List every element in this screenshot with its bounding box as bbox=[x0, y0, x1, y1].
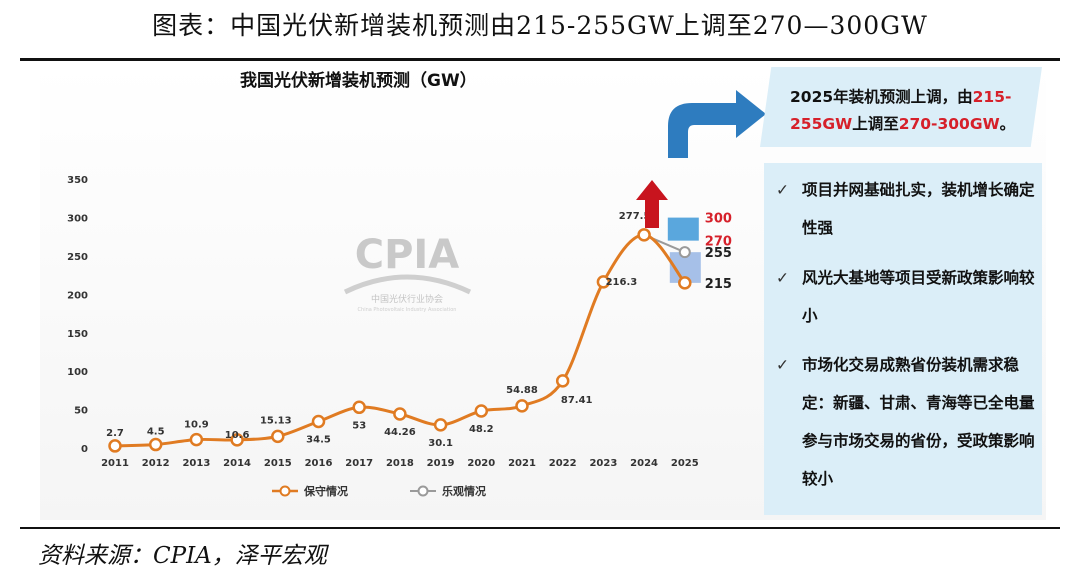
watermark-subtitle: 中国光伏行业协会 bbox=[371, 293, 443, 305]
data-label: 216.3 bbox=[606, 277, 638, 288]
conservative-point bbox=[678, 276, 692, 290]
legend-conservative-label: 保守情况 bbox=[303, 484, 348, 498]
conservative-point bbox=[352, 400, 366, 415]
x-tick-label: 2019 bbox=[427, 458, 455, 469]
forecast-new-range-box bbox=[667, 217, 699, 241]
data-label: 15.13 bbox=[260, 415, 292, 426]
conservative-point bbox=[311, 414, 326, 429]
reason-1: ✓ 项目并网基础扎实，装机增长确定性强 bbox=[776, 171, 1038, 247]
callout-arrow-icon bbox=[668, 90, 766, 158]
y-tick-label: 150 bbox=[67, 329, 88, 340]
x-tick-label: 2022 bbox=[549, 458, 577, 469]
callout-new-range: 270-300GW bbox=[898, 115, 1000, 133]
reason-3: ✓ 市场化交易成熟省份装机需求稳定：新疆、甘肃、青海等已全电量参与市场交易的省份… bbox=[776, 346, 1038, 498]
bottom-rule bbox=[20, 527, 1060, 529]
callout-middle: 上调至 bbox=[852, 115, 899, 133]
data-label: 10.6 bbox=[225, 430, 250, 441]
source-note: 资料来源：CPIA，泽平宏观 bbox=[38, 543, 327, 569]
y-tick-label: 50 bbox=[74, 406, 88, 417]
data-label: 44.26 bbox=[384, 427, 416, 438]
y-tick-label: 100 bbox=[67, 367, 88, 378]
y-tick-label: 350 bbox=[67, 175, 88, 186]
x-tick-label: 2014 bbox=[223, 458, 251, 469]
conservative-point bbox=[189, 432, 204, 447]
x-tick-label: 2013 bbox=[182, 458, 210, 469]
legend-optimistic-marker bbox=[417, 485, 429, 497]
legend-optimistic-label: 乐观情况 bbox=[442, 484, 486, 498]
data-label: 53 bbox=[352, 420, 366, 431]
data-label: 54.88 bbox=[506, 385, 538, 396]
top-rule bbox=[20, 58, 1060, 61]
range-label-255: 255 bbox=[705, 246, 732, 261]
callout-box bbox=[760, 67, 1042, 147]
legend-conservative-marker bbox=[279, 485, 291, 497]
x-tick-label: 2024 bbox=[630, 458, 658, 469]
data-label: 2.7 bbox=[106, 428, 124, 439]
conservative-point bbox=[108, 439, 122, 453]
range-label-300: 300 bbox=[705, 212, 732, 227]
callout-suffix: 。 bbox=[999, 115, 1016, 133]
watermark-subtitle-en: China Photovoltaic Industry Association bbox=[358, 307, 457, 313]
conservative-point bbox=[393, 407, 407, 421]
x-tick-label: 2016 bbox=[305, 458, 333, 469]
data-label: 34.5 bbox=[306, 435, 331, 446]
conservative-point bbox=[474, 404, 489, 418]
callout-text: 2025年装机预测上调，由215-255GW上调至270-300GW。 bbox=[790, 84, 1030, 138]
y-tick-label: 300 bbox=[67, 214, 88, 225]
y-tick-label: 0 bbox=[81, 444, 88, 455]
reasons-panel bbox=[764, 163, 1042, 515]
reason-3-text: 市场化交易成熟省份装机需求稳定：新疆、甘肃、青海等已全电量参与市场交易的省份，受… bbox=[802, 356, 1035, 488]
x-tick-label: 2025 bbox=[671, 458, 699, 469]
conservative-point bbox=[596, 275, 611, 289]
x-tick-label: 2018 bbox=[386, 458, 414, 469]
up-arrow-icon bbox=[636, 180, 668, 228]
x-tick-label: 2017 bbox=[345, 458, 373, 469]
watermark-arc bbox=[343, 274, 472, 295]
reason-1-text: 项目并网基础扎实，装机增长确定性强 bbox=[802, 181, 1035, 237]
conservative-point bbox=[555, 374, 570, 388]
optimistic-point bbox=[678, 246, 691, 259]
x-tick-label: 2020 bbox=[467, 458, 495, 469]
range-label-270: 270 bbox=[705, 235, 732, 250]
data-label: 87.41 bbox=[561, 395, 593, 406]
conservative-point bbox=[271, 429, 285, 444]
data-label: 277.57 bbox=[619, 211, 658, 222]
reason-2-text: 风光大基地等项目受新政策影响较小 bbox=[802, 269, 1035, 325]
data-label: 30.1 bbox=[428, 438, 453, 449]
x-tick-label: 2023 bbox=[589, 458, 617, 469]
check-icon: ✓ bbox=[776, 181, 789, 199]
y-tick-label: 250 bbox=[67, 252, 88, 263]
callout-old-range: 215-255GW bbox=[790, 88, 1012, 133]
reason-2: ✓ 风光大基地等项目受新政策影响较小 bbox=[776, 259, 1038, 335]
conservative-point bbox=[148, 437, 163, 452]
data-label: 10.9 bbox=[184, 420, 209, 431]
check-icon: ✓ bbox=[776, 269, 789, 287]
callout-prefix: 2025年装机预测上调，由 bbox=[790, 88, 973, 106]
x-tick-label: 2021 bbox=[508, 458, 536, 469]
y-tick-label: 200 bbox=[67, 290, 88, 301]
x-tick-label: 2015 bbox=[264, 458, 292, 469]
check-icon: ✓ bbox=[776, 356, 789, 374]
conservative-point bbox=[433, 418, 448, 432]
figure-title: 图表：中国光伏新增装机预测由215-255GW上调至270—300GW bbox=[152, 11, 928, 40]
x-tick-label: 2011 bbox=[101, 458, 129, 469]
conservative-point bbox=[230, 433, 244, 447]
chart-title: 我国光伏新增装机预测（GW） bbox=[240, 71, 477, 91]
x-tick-label: 2012 bbox=[142, 458, 170, 469]
data-label: 4.5 bbox=[147, 427, 165, 438]
conservative-point bbox=[637, 228, 651, 242]
conservative-line bbox=[114, 233, 686, 448]
conservative-point bbox=[515, 399, 529, 413]
data-label: 48.2 bbox=[469, 424, 494, 435]
range-label-215: 215 bbox=[705, 277, 732, 292]
watermark-logo: CPIA bbox=[355, 232, 460, 278]
